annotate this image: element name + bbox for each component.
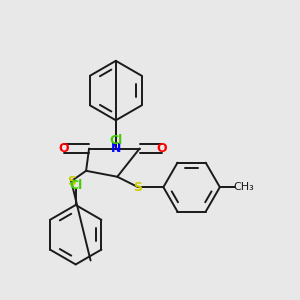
Text: CH₃: CH₃ <box>233 182 254 192</box>
Text: Cl: Cl <box>69 178 82 192</box>
Text: S: S <box>67 175 76 188</box>
Text: O: O <box>58 142 69 155</box>
Text: S: S <box>134 181 142 194</box>
Text: Cl: Cl <box>109 134 122 147</box>
Text: O: O <box>157 142 167 155</box>
Text: N: N <box>111 142 121 155</box>
